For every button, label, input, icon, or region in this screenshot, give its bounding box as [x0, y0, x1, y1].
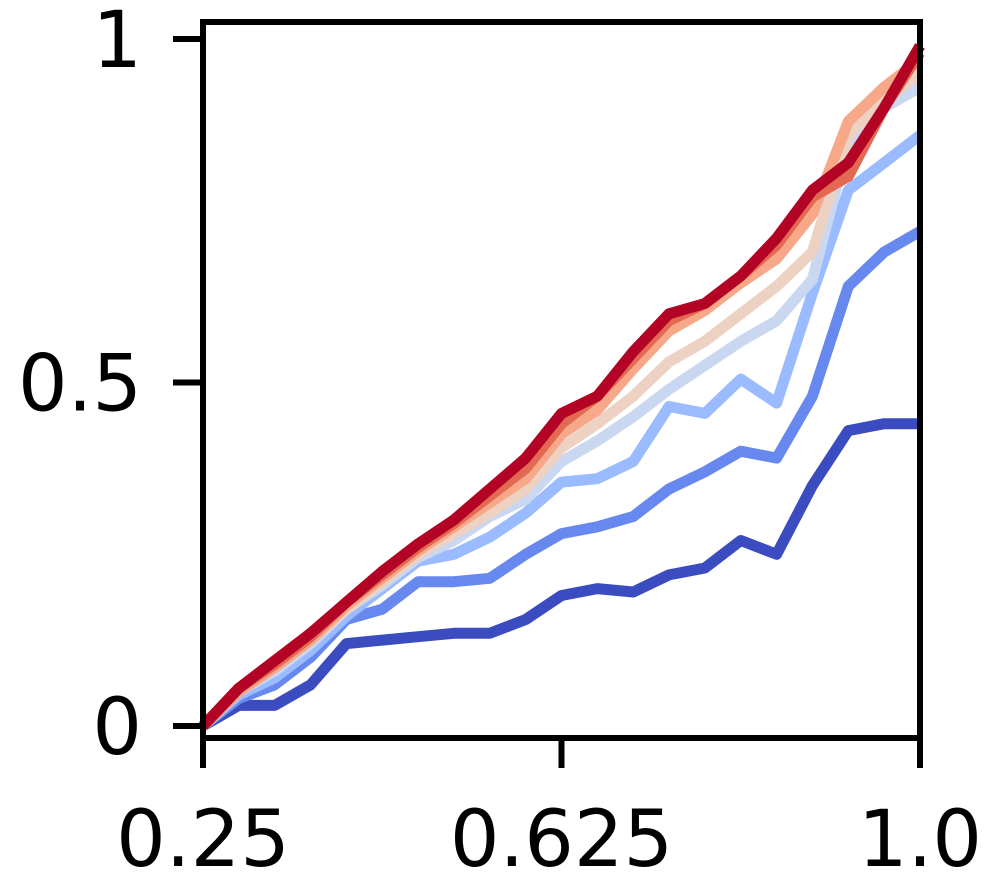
- series-line-8: [199, 43, 925, 730]
- series-line-1: [200, 418, 920, 731]
- ticks-layer: 0.25 0.625 1.0 0 0.5 1: [18, 0, 982, 885]
- x-tick-label: 0.625: [450, 795, 673, 885]
- y-tick-label: 0.5: [18, 340, 142, 430]
- y-tick-label: 1: [92, 0, 142, 86]
- x-tick-label: 0.25: [116, 795, 290, 885]
- y-tick-label: 0: [92, 683, 142, 773]
- x-tick-label: 1.0: [858, 795, 982, 885]
- series-layer: [199, 43, 925, 731]
